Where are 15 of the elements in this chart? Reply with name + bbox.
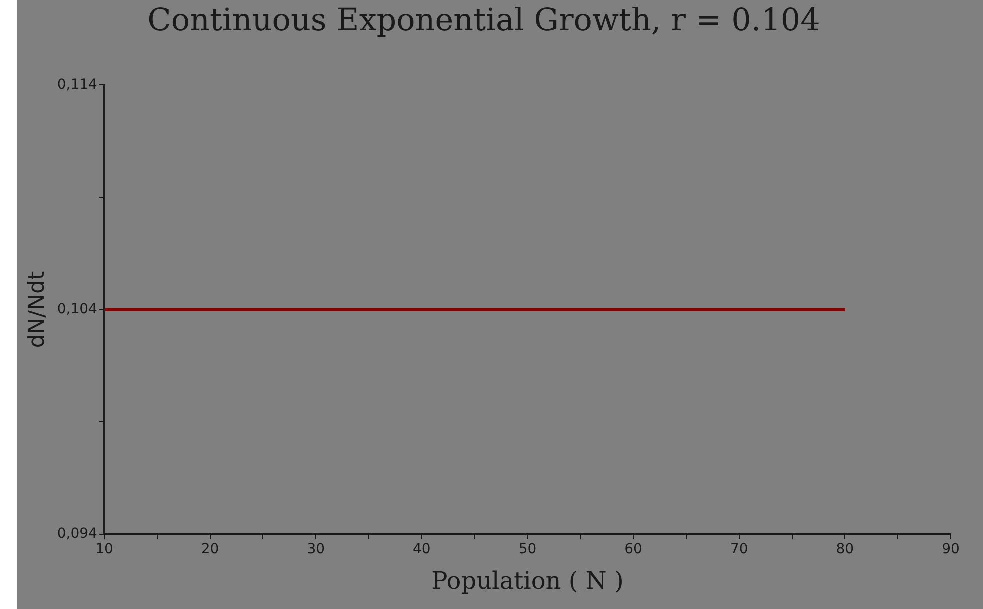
x-tick-label: 40 [413,541,431,558]
x-tick-label: 70 [730,541,748,558]
x-axis-title: Population ( N ) [432,566,624,595]
x-tick-label: 10 [96,541,114,558]
x-tick-label: 90 [942,541,960,558]
x-tick-label: 50 [518,541,537,558]
x-tick-label: 80 [836,541,854,558]
chart-title: Continuous Exponential Growth, r = 0.104 [148,2,820,39]
y-tick-label: 0,094 [57,526,98,542]
y-tick-label: 0,114 [57,76,98,93]
y-tick-label: 0,104 [57,301,98,318]
x-tick-label: 20 [201,541,220,558]
x-tick-label: 30 [307,541,326,558]
x-tick-label: 60 [624,541,642,558]
y-axis-title: dN/Ndt [24,270,50,348]
